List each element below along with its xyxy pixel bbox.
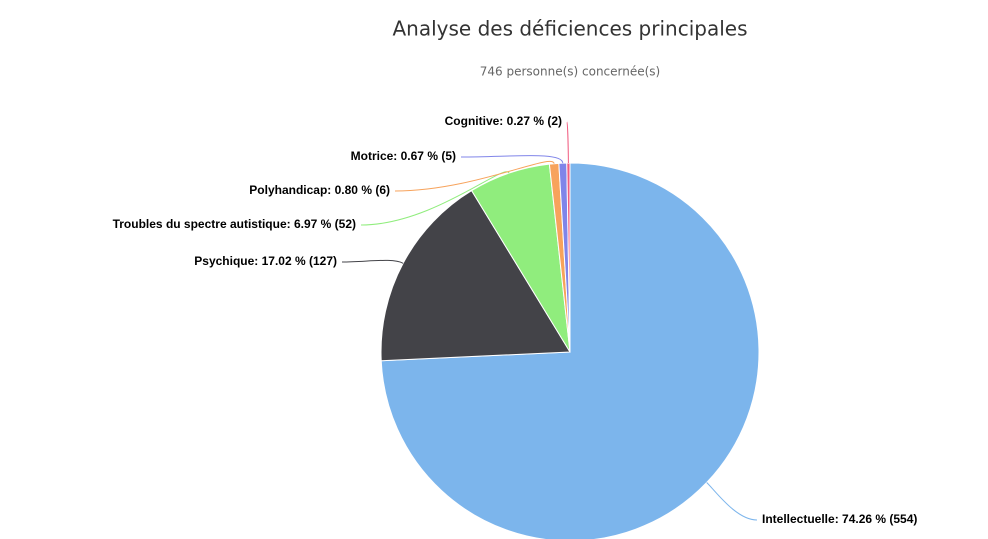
connector	[706, 482, 758, 521]
chart-title: Analyse des déficiences principales	[392, 17, 747, 41]
data-label: Psychique: 17.02 % (127)	[194, 254, 337, 268]
data-label: Motrice: 0.67 % (5)	[351, 149, 456, 163]
connector	[341, 259, 404, 264]
chart-subtitle: 746 personne(s) concernée(s)	[480, 65, 661, 79]
data-label: Cognitive: 0.27 % (2)	[445, 114, 562, 128]
data-label: Polyhandicap: 0.80 % (6)	[249, 183, 390, 197]
data-label: Intellectuelle: 74.26 % (554)	[762, 512, 917, 526]
connector	[566, 121, 569, 164]
data-label: Troubles du spectre autistique: 6.97 % (…	[113, 217, 356, 231]
connector	[460, 155, 564, 164]
connector	[394, 160, 555, 192]
